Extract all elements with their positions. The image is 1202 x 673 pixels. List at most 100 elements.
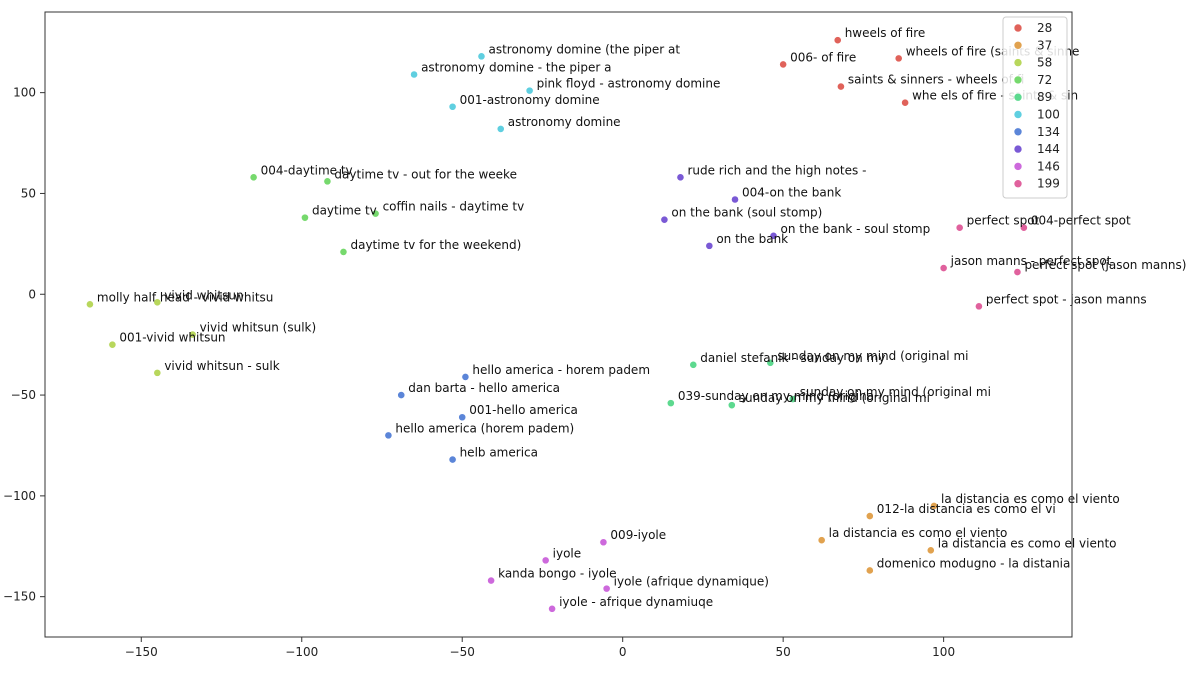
data-point (865, 512, 874, 520)
data-point (788, 395, 797, 403)
legend-label: 58 (1037, 56, 1052, 70)
legend-marker (1013, 127, 1023, 137)
data-point (339, 248, 348, 256)
x-tick-label: 50 (776, 645, 791, 659)
point-label: iyole - afrique dynamiuqe (559, 595, 713, 609)
point-label: on the bank (soul stomp) (671, 206, 822, 220)
point-label: sunday on my mind (original mi (777, 349, 968, 363)
point-label: jason manns - perfect spot (950, 254, 1112, 268)
point-label: 001-astronomy domine (460, 93, 600, 107)
point-label: dan barta - hello america (408, 381, 560, 395)
data-point (817, 536, 826, 545)
legend-marker (1013, 75, 1023, 85)
data-point (779, 60, 788, 69)
points-layer (86, 36, 1028, 613)
point-label: kanda bongo - iyole (498, 567, 616, 581)
point-label: 001-hello america (469, 403, 578, 417)
data-point (188, 330, 197, 339)
x-tick-label: −50 (450, 645, 475, 659)
point-label: la distancia es como el viento (938, 536, 1117, 550)
point-label: daniel stefanik - sunday on my (700, 351, 885, 365)
point-label: astronomy domine (508, 115, 621, 129)
data-point (705, 241, 714, 250)
point-label: 004-daytime tv (261, 163, 353, 177)
data-point (496, 125, 505, 133)
data-point (487, 576, 496, 585)
point-label: daytime tv for the weekend) (350, 238, 521, 252)
point-label: hello america - horem padem (472, 363, 650, 377)
plot-area (45, 12, 1072, 637)
point-label: vivid whitsun (164, 288, 243, 302)
point-label: 001-vivid whitsun (119, 331, 225, 345)
point-label: on the bank - soul stomp (781, 222, 931, 236)
legend-label: 72 (1037, 73, 1052, 87)
point-label: 004-perfect spot (1031, 214, 1131, 228)
x-tick-label: −100 (285, 645, 318, 659)
legend-label: 146 (1037, 159, 1060, 173)
data-point (1019, 223, 1028, 232)
x-tick-label: 100 (932, 645, 955, 659)
point-label: 012-la distancia es como el vi (877, 502, 1056, 516)
y-tick-label: −50 (11, 388, 36, 402)
data-point (901, 98, 910, 107)
data-point (666, 399, 675, 408)
legend-label: 144 (1037, 142, 1060, 156)
point-label: coffin nails - daytime tv (383, 200, 525, 214)
point-label: la distancia es como el viento (941, 492, 1120, 506)
data-point (769, 231, 778, 240)
legend-marker (1013, 40, 1023, 50)
legend-label: 28 (1037, 21, 1052, 35)
data-point (689, 360, 698, 369)
data-point (461, 373, 470, 381)
legend-label: 134 (1037, 125, 1060, 139)
data-point (731, 195, 739, 204)
point-label: iyole (553, 546, 582, 560)
data-point (153, 298, 162, 307)
legend-label: 89 (1037, 90, 1052, 104)
y-tick-label: −100 (3, 489, 36, 503)
data-point (975, 302, 983, 311)
data-point (458, 413, 467, 422)
legend-marker (1013, 162, 1023, 171)
legend-label: 199 (1037, 177, 1060, 191)
point-label: daytime tv - out for the weeke (334, 167, 517, 181)
point-label: 006- of fire (790, 50, 856, 64)
legend-marker (1013, 23, 1023, 33)
point-label: vivid whitsun - sulk (164, 359, 279, 373)
y-tick-label: 100 (13, 86, 36, 100)
x-tick-label: 0 (619, 645, 627, 659)
data-point (837, 82, 845, 91)
data-point (525, 86, 534, 95)
plot-background (45, 12, 1072, 637)
legend-marker (1013, 92, 1023, 102)
point-label: molly half head - vivid whitsu (97, 290, 273, 304)
point-label: on the bank (716, 232, 788, 246)
data-point (676, 173, 685, 182)
data-point (727, 401, 736, 410)
data-point (939, 264, 948, 272)
point-label: helb america (460, 446, 538, 460)
legend-label: 100 (1037, 108, 1060, 122)
data-point (371, 209, 380, 218)
point-label: 009-iyole (610, 528, 666, 542)
point-label: sunday on my mind (original mi (739, 391, 930, 405)
data-point (410, 70, 418, 79)
point-label: saints & sinners - wheels of fi (848, 73, 1024, 87)
data-point (926, 546, 935, 555)
legend: 28 37 58 72 89 100 134 144 146 199 (1002, 16, 1068, 199)
point-label: perfect spot (967, 214, 1040, 228)
data-point (86, 300, 94, 309)
data-point (541, 556, 550, 565)
point-label: domenico modugno - la distania (877, 556, 1071, 570)
point-label: 039-sunday on my mind (origina (678, 389, 874, 403)
data-point (477, 52, 486, 61)
data-point (865, 566, 874, 575)
point-label: pink floyd - astronomy domine (537, 77, 721, 91)
data-point (448, 102, 457, 111)
data-point (384, 431, 393, 440)
point-label: perfect spot - jason manns (986, 292, 1147, 306)
point-label: rude rich and the high notes - (687, 163, 866, 177)
data-point (599, 538, 608, 547)
data-point (1013, 268, 1022, 276)
